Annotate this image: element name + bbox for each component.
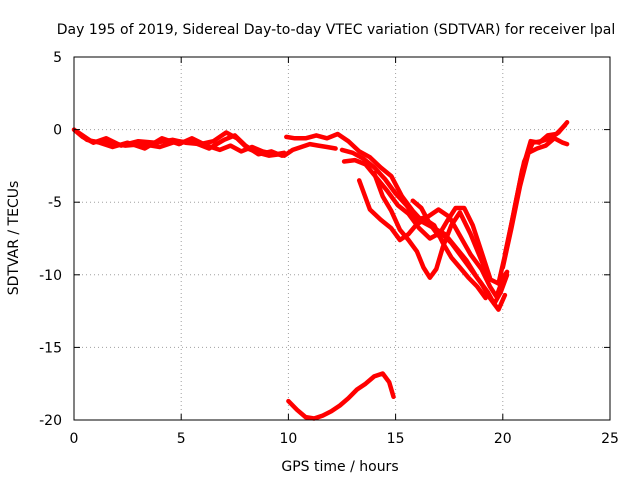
series-mid-d [356, 178, 488, 301]
series-recovery-b [500, 136, 570, 270]
grid-lines [74, 57, 610, 420]
data-series [71, 120, 570, 421]
x-tick-label: 15 [387, 431, 405, 447]
y-tick-label: -5 [48, 195, 62, 211]
x-axis-label: GPS time / hours [281, 459, 398, 475]
y-tick-label: -10 [39, 268, 62, 284]
x-tick-label: 10 [279, 431, 297, 447]
x-tick-label: 0 [70, 431, 79, 447]
series-low-arc [286, 371, 396, 421]
x-tick-label: 20 [494, 431, 512, 447]
y-tick-label: 5 [53, 50, 62, 66]
series-recovery-a [496, 120, 570, 286]
chart-title: Day 195 of 2019, Sidereal Day-to-day VTE… [57, 22, 615, 38]
plot-frame [73, 56, 611, 421]
y-tick-label: -15 [39, 340, 62, 356]
series-mid-c [341, 157, 508, 312]
y-tick-label: 0 [53, 123, 62, 139]
y-axis-label: SDTVAR / TECUs [6, 181, 22, 296]
x-tick-label: 25 [601, 431, 619, 447]
series-recovery-c [502, 122, 568, 257]
series-early-c [76, 130, 285, 158]
series-early-b [73, 128, 287, 157]
series-mid-f [410, 198, 493, 280]
x-tick-label: 5 [177, 431, 186, 447]
axis-ticks: 0 5 10 15 20 25 5 0 -5 -10 -15 -20 [39, 50, 619, 447]
series-bridge [281, 141, 338, 158]
y-tick-label: -20 [39, 413, 62, 429]
